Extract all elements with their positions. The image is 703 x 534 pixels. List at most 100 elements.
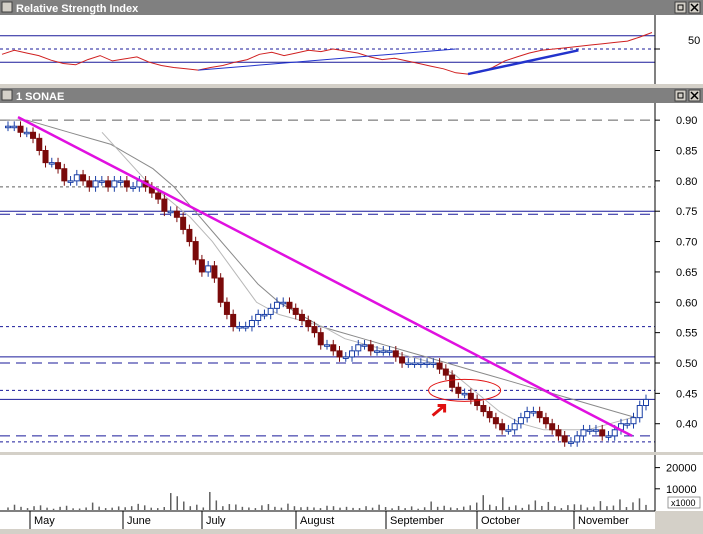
volume-multiplier-label: x1000 [671, 498, 696, 508]
close-icon [690, 3, 699, 12]
candle-body [436, 362, 443, 370]
candle-body [542, 417, 549, 425]
price-restore-button[interactable] [674, 89, 687, 102]
candle-body [517, 417, 524, 425]
panel-separator [0, 452, 703, 455]
candle-body [430, 362, 437, 365]
candle-body [336, 350, 343, 358]
price-tick-label: 0.40 [676, 419, 697, 431]
candle-body [205, 265, 212, 273]
volume-axis: 20000 10000 [655, 463, 697, 496]
candle-body [486, 411, 493, 419]
candle-body [574, 435, 581, 443]
candle-body [167, 210, 174, 214]
candle-body [217, 277, 224, 303]
rsi-level-label: 50 [688, 35, 700, 47]
price-title: 1 SONAE [16, 91, 64, 103]
month-label: July [206, 515, 226, 527]
candle-body [117, 180, 124, 183]
candle-body [5, 125, 11, 129]
candle-body [42, 150, 49, 164]
candle-body [643, 398, 649, 406]
candle-body [536, 411, 543, 419]
candle-body [105, 180, 112, 188]
candle-body [555, 429, 562, 437]
candle-body [636, 405, 643, 419]
candle-body [61, 168, 68, 182]
candle-body [242, 326, 249, 329]
candle-body [305, 320, 312, 328]
price-axis: 0.90 0.85 0.80 0.75 0.70 0.65 0.60 0.55 0.50 0.45… [655, 115, 697, 431]
price-plot-area [0, 115, 655, 447]
candle-body [186, 228, 193, 243]
candle-body [355, 344, 362, 352]
price-tick-label: 0.70 [676, 237, 697, 249]
candle-body [248, 320, 255, 328]
rsi-title: Relative Strength Index [16, 3, 139, 15]
candle-body [48, 162, 55, 165]
candle-body [180, 216, 187, 230]
candle-body [86, 180, 93, 188]
axis-corner [655, 511, 703, 529]
candle-body [474, 398, 481, 406]
candle-body [361, 344, 368, 347]
price-tick-label: 0.90 [676, 115, 697, 127]
candle-body [236, 326, 243, 329]
restore-icon [677, 4, 684, 11]
candle-body [417, 362, 424, 365]
candle-body [80, 174, 87, 182]
candle-body [467, 392, 474, 400]
candle-body [267, 307, 274, 315]
candle-body [405, 362, 412, 365]
rsi-line [1, 32, 653, 75]
price-tick-label: 0.85 [676, 146, 697, 158]
close-icon [690, 91, 699, 100]
candle-body [561, 435, 568, 443]
volume-tick-label: 10000 [666, 484, 697, 496]
candle-body [11, 125, 18, 129]
month-label: September [390, 515, 444, 527]
candle-body [36, 137, 43, 152]
price-tick-label: 0.65 [676, 267, 697, 279]
candle-body [449, 374, 456, 388]
candle-body [223, 301, 230, 315]
candle-body [530, 411, 537, 414]
rsi-menu-icon[interactable] [1, 1, 13, 13]
rsi-restore-button[interactable] [674, 1, 687, 14]
candle-body [367, 344, 374, 352]
candle-body [173, 210, 180, 218]
volume-panel [0, 455, 703, 511]
candle-body [349, 350, 356, 358]
candle-body [130, 186, 137, 189]
candle-body [30, 131, 37, 139]
restore-icon [677, 92, 684, 99]
volume-multiplier-box [667, 496, 701, 509]
candle-body [73, 174, 80, 182]
candle-body [592, 429, 599, 432]
candle-body [380, 350, 387, 353]
volume-plot-area [7, 491, 647, 510]
candle-body [442, 368, 449, 376]
month-label: November [578, 515, 629, 527]
month-label: October [481, 515, 520, 527]
candle-body [505, 429, 512, 432]
downtrend-line [17, 115, 633, 437]
candle-body [98, 180, 105, 183]
price-menu-icon[interactable] [1, 89, 13, 101]
candle-body [317, 332, 324, 346]
candle-body [549, 423, 556, 431]
price-tick-label: 0.60 [676, 297, 697, 309]
candle-body [55, 162, 62, 170]
candle-body [374, 350, 381, 353]
candle-body [198, 259, 205, 273]
breakdown-arrow [431, 404, 447, 417]
candle-body [111, 180, 118, 188]
price-tick-label: 0.55 [676, 328, 697, 340]
month-label: June [127, 515, 151, 527]
candle-body [286, 301, 293, 309]
candle-body [511, 423, 518, 431]
candle-body [298, 313, 305, 321]
candle-body [311, 326, 318, 334]
candle-body [624, 423, 631, 426]
